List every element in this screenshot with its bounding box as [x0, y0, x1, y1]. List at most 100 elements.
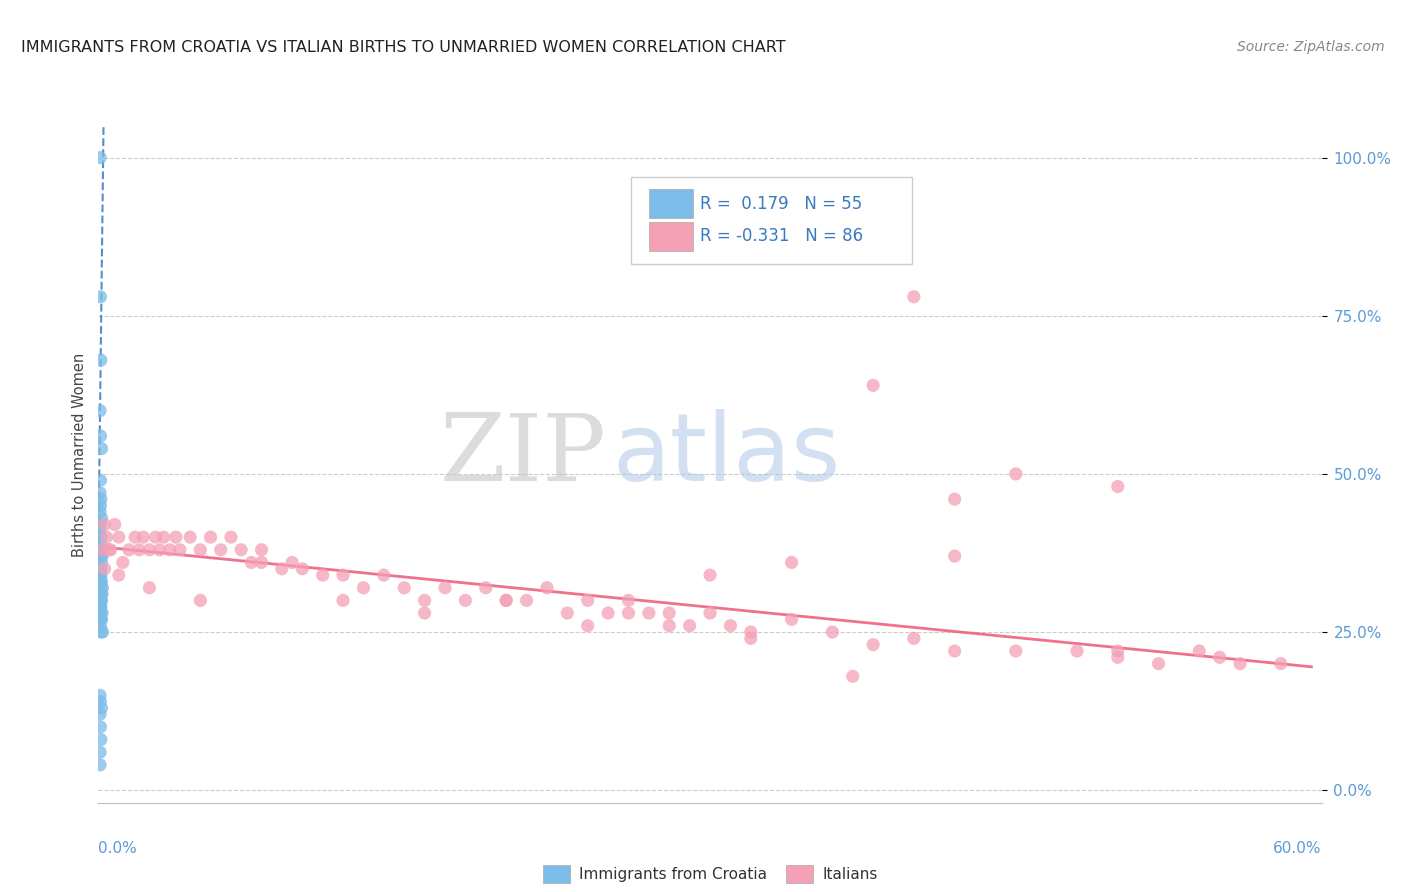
Point	[149, 542, 172, 557]
Point	[93, 562, 115, 576]
Point	[188, 542, 212, 557]
FancyBboxPatch shape	[630, 177, 912, 263]
Point	[91, 606, 114, 620]
Point	[90, 511, 112, 525]
Point	[89, 151, 111, 165]
Point	[91, 549, 114, 563]
Point	[332, 593, 354, 607]
Point	[90, 612, 112, 626]
Point	[89, 524, 111, 538]
Point	[1147, 657, 1170, 671]
Point	[145, 530, 167, 544]
Point	[90, 353, 112, 368]
Legend: Immigrants from Croatia, Italians: Immigrants from Croatia, Italians	[537, 859, 883, 889]
Point	[89, 517, 111, 532]
Point	[555, 606, 579, 620]
Point	[118, 542, 141, 557]
Point	[1107, 644, 1129, 658]
Point	[943, 549, 966, 563]
Point	[90, 701, 112, 715]
Point	[434, 581, 457, 595]
Text: R = -0.331   N = 86: R = -0.331 N = 86	[700, 227, 863, 245]
Point	[90, 732, 112, 747]
Point	[89, 599, 111, 614]
Point	[90, 612, 112, 626]
Point	[373, 568, 395, 582]
Point	[495, 593, 517, 607]
Point	[617, 606, 640, 620]
Text: ZIP: ZIP	[439, 410, 606, 500]
Point	[90, 492, 112, 507]
Point	[312, 568, 335, 582]
Point	[89, 505, 111, 519]
Point	[89, 720, 111, 734]
Point	[90, 625, 112, 640]
Point	[90, 556, 112, 570]
Point	[281, 556, 304, 570]
Point	[413, 593, 436, 607]
Point	[90, 574, 112, 589]
Point	[89, 612, 111, 626]
Point	[862, 638, 884, 652]
Point	[658, 606, 681, 620]
Point	[392, 581, 416, 595]
Point	[821, 625, 844, 640]
Point	[89, 599, 111, 614]
Point	[90, 442, 112, 456]
Point	[536, 581, 558, 595]
Text: 60.0%: 60.0%	[1274, 841, 1322, 856]
Point	[1066, 644, 1088, 658]
Point	[903, 290, 925, 304]
Point	[231, 542, 253, 557]
Point	[841, 669, 863, 683]
Point	[862, 378, 884, 392]
Point	[97, 542, 120, 557]
Point	[474, 581, 498, 595]
Point	[291, 562, 314, 576]
Point	[943, 644, 966, 658]
FancyBboxPatch shape	[648, 222, 693, 251]
Point	[637, 606, 661, 620]
Point	[90, 593, 112, 607]
Point	[1107, 479, 1129, 493]
Point	[780, 556, 803, 570]
Point	[1270, 657, 1292, 671]
Text: R =  0.179   N = 55: R = 0.179 N = 55	[700, 194, 862, 213]
Point	[108, 568, 131, 582]
Point	[91, 581, 114, 595]
Point	[679, 618, 702, 632]
Point	[104, 517, 127, 532]
Point	[413, 606, 436, 620]
Point	[740, 632, 762, 646]
Point	[100, 542, 122, 557]
Point	[598, 606, 620, 620]
Point	[89, 499, 111, 513]
Point	[89, 562, 111, 576]
Point	[91, 625, 114, 640]
Point	[89, 745, 111, 759]
Point	[89, 568, 111, 582]
Point	[1004, 467, 1026, 481]
Text: atlas: atlas	[612, 409, 841, 501]
Point	[250, 542, 273, 557]
Point	[89, 606, 111, 620]
Point	[91, 542, 114, 557]
Text: Source: ZipAtlas.com: Source: ZipAtlas.com	[1237, 40, 1385, 54]
Point	[91, 587, 114, 601]
Point	[89, 403, 111, 417]
Point	[138, 542, 160, 557]
Point	[138, 581, 160, 595]
Point	[617, 593, 640, 607]
Point	[89, 587, 111, 601]
Point	[332, 568, 354, 582]
Point	[89, 757, 111, 772]
Point	[90, 568, 112, 582]
Point	[96, 530, 118, 544]
Point	[576, 593, 599, 607]
Point	[903, 632, 925, 646]
Point	[93, 517, 115, 532]
Point	[209, 542, 232, 557]
Point	[1209, 650, 1232, 665]
Point	[89, 695, 111, 709]
Point	[89, 574, 111, 589]
